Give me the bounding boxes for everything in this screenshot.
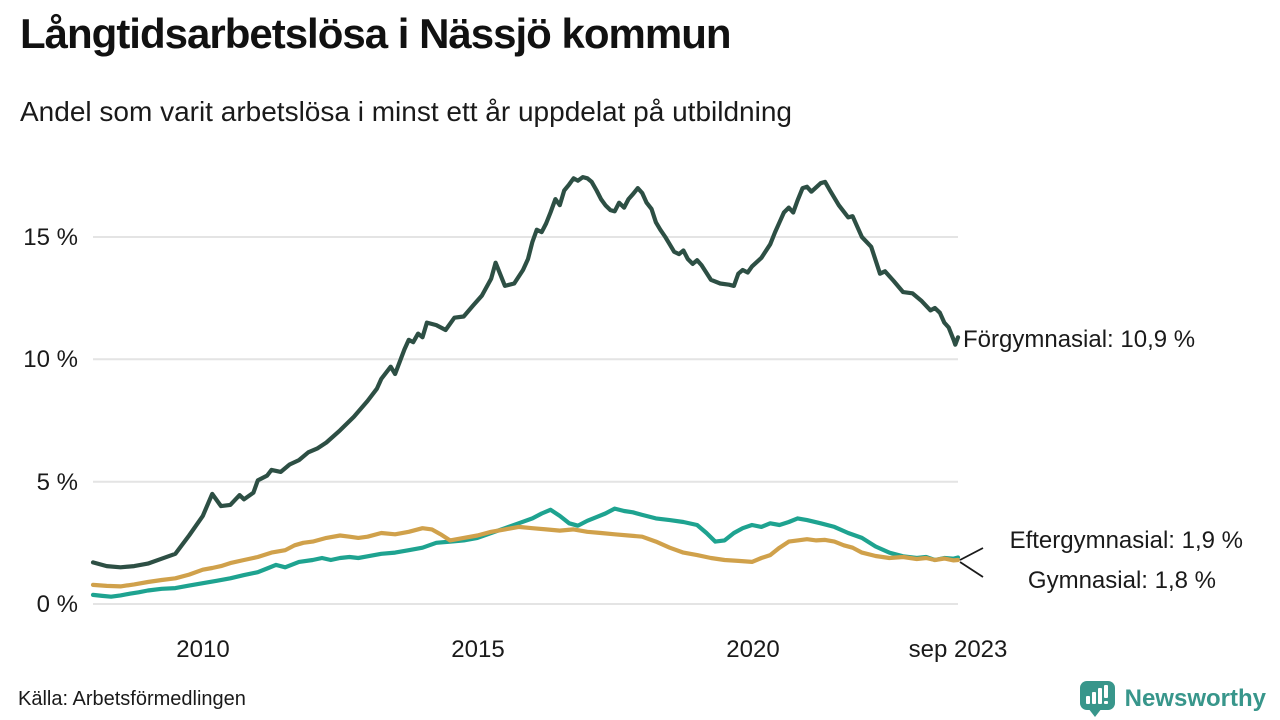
x-tick-2020: 2020 <box>726 636 779 663</box>
y-axis: 0 % 5 % 10 % 15 % <box>23 224 78 618</box>
source-note: Källa: Arbetsförmedlingen <box>18 688 246 710</box>
gridlines <box>93 236 958 605</box>
x-tick-sep-2023: sep 2023 <box>909 636 1008 663</box>
page-title: Långtidsarbetslösa i Nässjö kommun <box>20 10 732 57</box>
x-tick-2010: 2010 <box>176 636 229 663</box>
y-tick-10: 10 % <box>23 346 78 373</box>
series-lines <box>90 175 961 599</box>
label-eftergymnasial: Eftergymnasial: 1,9 % <box>1010 527 1243 554</box>
line-eftergymnasial <box>90 506 961 599</box>
series-labels: Förgymnasial: 10,9 % Eftergymnasial: 1,9… <box>959 326 1243 594</box>
x-axis: 2010 2015 2020 sep 2023 <box>176 636 1007 663</box>
label-gymnasial: Gymnasial: 1,8 % <box>1028 567 1216 594</box>
y-tick-5: 5 % <box>37 469 78 496</box>
y-tick-0: 0 % <box>37 591 78 618</box>
label-connector-lines <box>959 547 984 578</box>
x-tick-2015: 2015 <box>451 636 504 663</box>
label-forgymnasial: Förgymnasial: 10,9 % <box>963 326 1195 353</box>
newsworthy-logo[interactable]: Newsworthy <box>1078 680 1266 718</box>
y-tick-15: 15 % <box>23 224 78 251</box>
line-gymnasial <box>90 524 961 589</box>
logo-text: Newsworthy <box>1124 685 1266 712</box>
chart-subtitle: Andel som varit arbetslösa i minst ett å… <box>20 96 792 127</box>
bar-chart-pin-icon <box>1079 681 1115 717</box>
line-forgymnasial <box>90 175 961 570</box>
